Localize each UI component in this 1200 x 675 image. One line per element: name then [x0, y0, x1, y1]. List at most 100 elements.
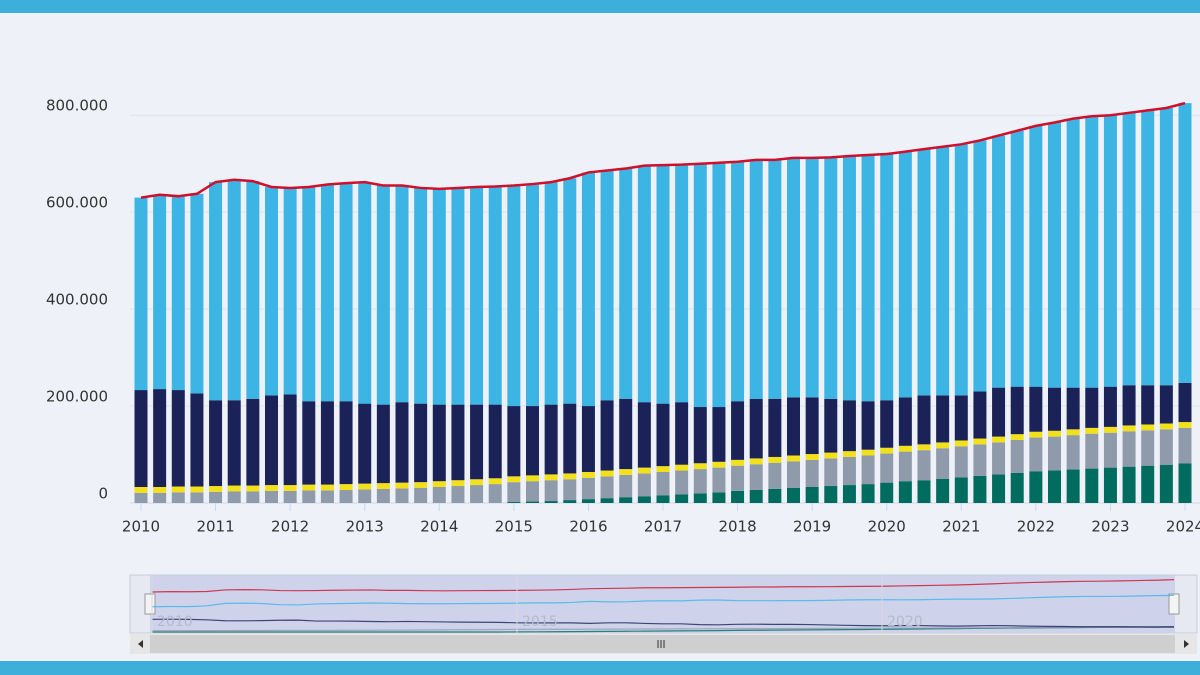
bar	[1048, 122, 1061, 388]
bar	[376, 404, 390, 484]
bar	[842, 155, 856, 401]
bar	[1010, 386, 1024, 435]
bar	[824, 458, 838, 487]
bar	[992, 442, 1006, 475]
x-tick-label: 2019	[793, 518, 831, 536]
bar	[358, 403, 372, 484]
y-tick-label: 800.000	[46, 97, 108, 115]
bar	[507, 406, 521, 477]
navigator-line	[151, 618, 1175, 628]
bar	[842, 451, 856, 457]
bar	[1048, 436, 1061, 471]
bar	[600, 470, 614, 477]
bar	[1029, 386, 1043, 432]
bar	[880, 400, 894, 448]
bar	[227, 491, 241, 503]
bar	[320, 184, 334, 402]
bar	[470, 485, 484, 503]
navigator-handle-left[interactable]	[144, 593, 156, 615]
bar	[265, 186, 278, 396]
bar	[954, 446, 968, 478]
bar	[600, 170, 614, 401]
navigator[interactable]: 2010 2015 2020	[129, 574, 1198, 654]
x-tick-label: 2020	[868, 518, 906, 536]
bar	[1159, 423, 1173, 430]
bar	[153, 194, 167, 390]
bar	[488, 186, 502, 405]
bar	[563, 403, 577, 474]
bar	[954, 440, 968, 447]
bar	[470, 479, 484, 486]
bar	[842, 485, 856, 503]
y-tick-label: 0	[98, 485, 108, 503]
bar	[1122, 466, 1136, 503]
bar	[414, 403, 428, 483]
bar	[265, 490, 278, 503]
bar	[190, 492, 204, 503]
x-tick-label: 2013	[346, 518, 384, 536]
bar	[1122, 431, 1136, 467]
bar	[470, 404, 484, 480]
scroll-right-arrow[interactable]	[1184, 640, 1189, 648]
bar	[1066, 118, 1080, 388]
total-line	[140, 101, 1186, 199]
bar	[581, 406, 595, 472]
bar	[563, 473, 577, 480]
y-tick-label: 400.000	[46, 291, 108, 309]
bar	[451, 404, 465, 481]
bar	[1103, 386, 1117, 427]
bar	[488, 478, 502, 485]
navigator-line	[152, 626, 1174, 632]
scrollbar-thumb[interactable]	[150, 635, 1175, 653]
bar	[787, 461, 800, 488]
bar	[507, 185, 521, 407]
bar	[395, 402, 409, 483]
bar	[302, 484, 316, 491]
scroll-left-arrow[interactable]	[138, 640, 143, 648]
bar	[507, 476, 521, 483]
bar	[432, 481, 446, 488]
bar	[526, 406, 539, 476]
bar	[619, 168, 633, 399]
bar	[656, 403, 670, 467]
bar	[1048, 387, 1061, 431]
bar	[339, 401, 353, 485]
bar	[675, 494, 689, 503]
bar	[190, 193, 204, 394]
bar	[414, 187, 428, 404]
x-tick-label: 2016	[569, 518, 607, 536]
bar	[898, 397, 912, 446]
bar	[768, 462, 782, 489]
bar	[1010, 434, 1024, 440]
bar	[824, 398, 838, 453]
bar	[190, 393, 204, 487]
x-tick-label: 2022	[1017, 518, 1055, 536]
bar	[637, 473, 651, 497]
bar	[675, 164, 689, 403]
bar	[936, 395, 950, 443]
navigator-label: 2010	[157, 614, 193, 630]
bar	[190, 486, 204, 493]
bar	[395, 482, 409, 489]
bar	[153, 492, 167, 503]
bar	[581, 477, 595, 500]
bar	[637, 467, 651, 474]
bar	[675, 470, 689, 495]
bar	[600, 498, 614, 503]
bar	[246, 398, 260, 486]
bar	[749, 489, 763, 503]
bar	[1010, 130, 1024, 387]
bar	[1103, 426, 1117, 433]
bar	[749, 464, 763, 490]
bar	[861, 154, 875, 402]
bar	[227, 400, 241, 486]
bar	[1085, 468, 1099, 503]
bar	[358, 489, 372, 503]
bar	[563, 178, 577, 404]
navigator-handle-right[interactable]	[1168, 593, 1180, 615]
bar	[339, 484, 353, 490]
bar	[265, 395, 278, 486]
bar	[805, 454, 819, 460]
bar	[1066, 429, 1080, 436]
